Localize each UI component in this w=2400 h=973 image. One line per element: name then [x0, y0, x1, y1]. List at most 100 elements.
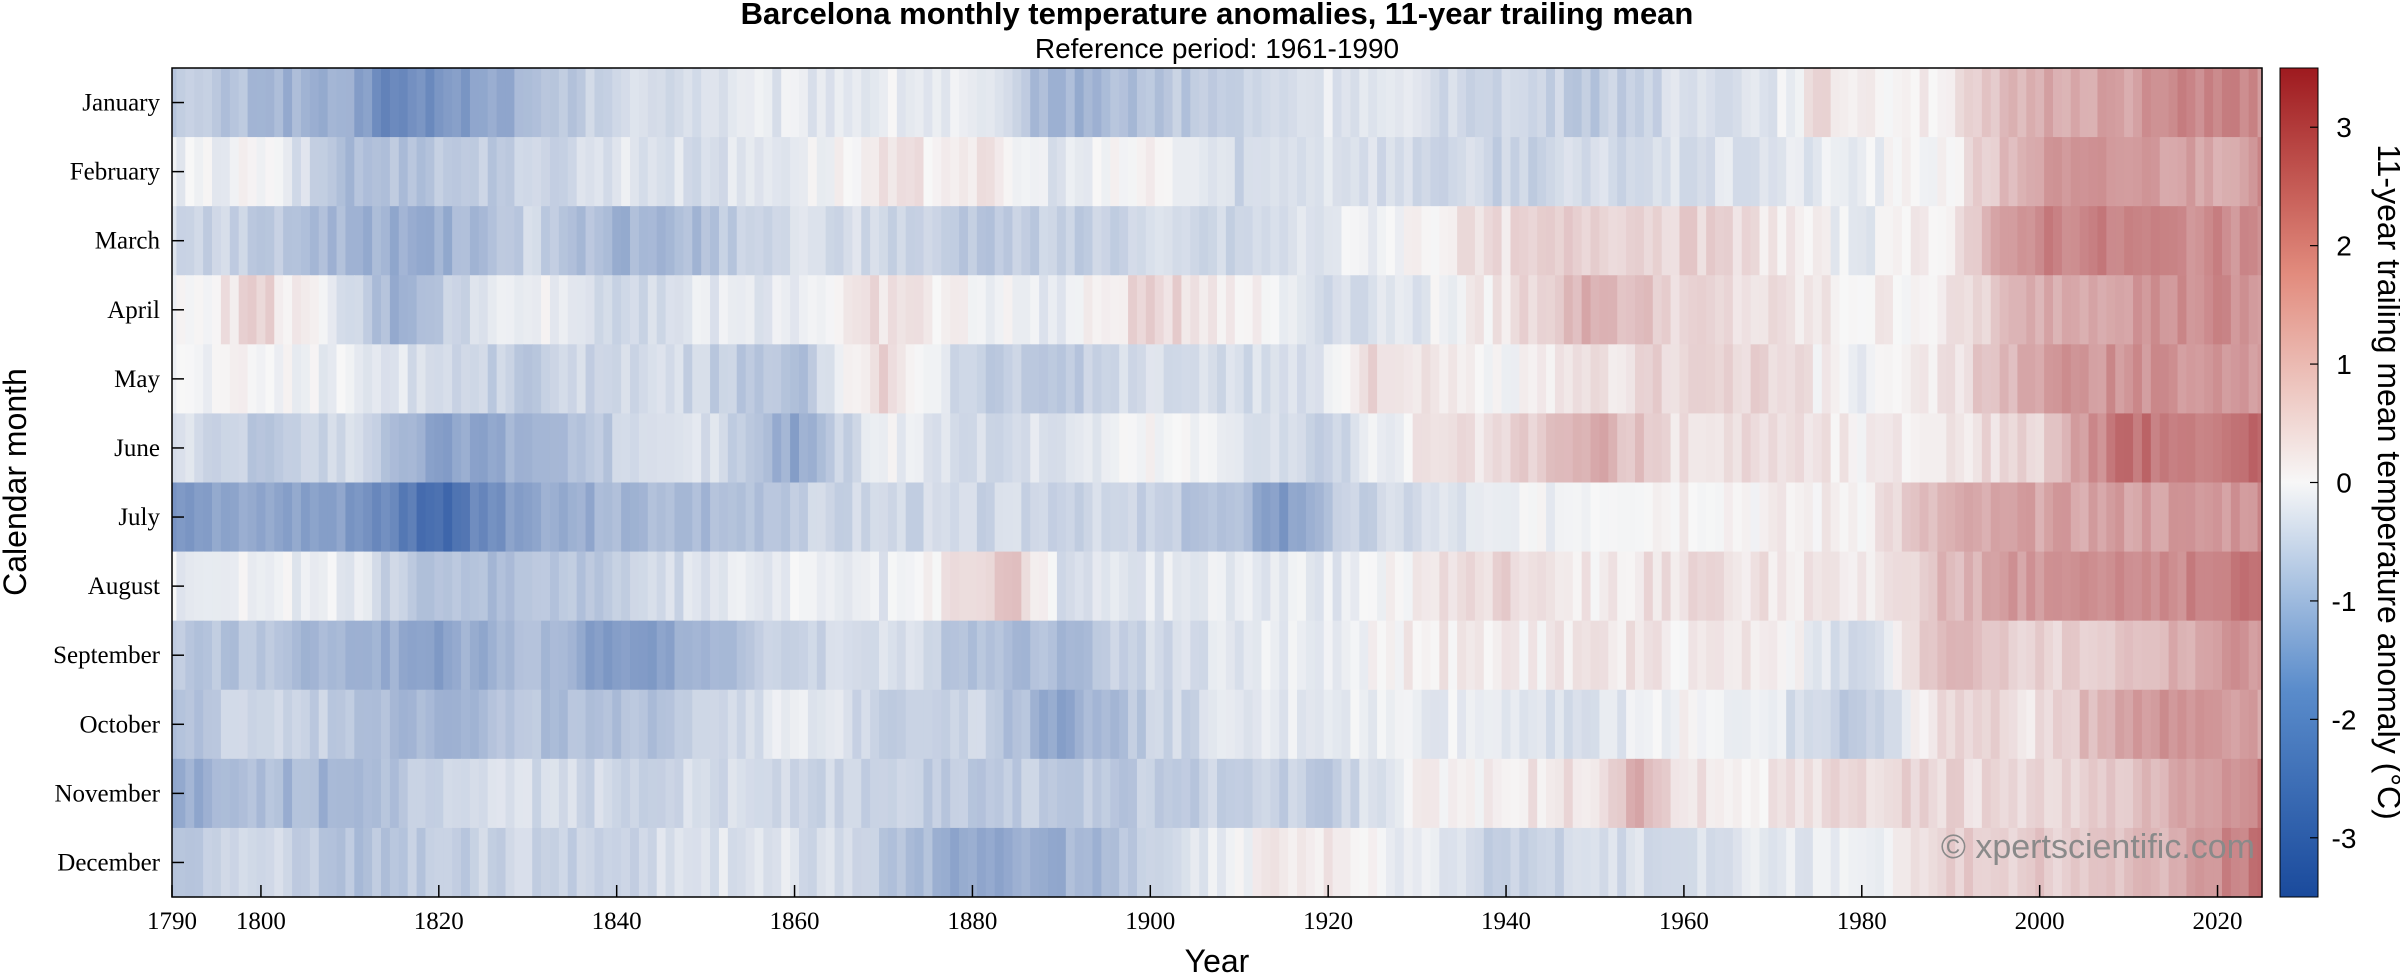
heatmap-cell [514, 620, 524, 691]
heatmap-cell [1065, 344, 1076, 415]
heatmap-cell [1154, 551, 1165, 622]
heatmap-cell [736, 137, 747, 207]
heatmap-cell [852, 827, 862, 898]
heatmap-cell [1421, 137, 1432, 207]
heatmap-cell [612, 620, 622, 691]
heatmap-cell [1128, 827, 1138, 898]
heatmap-cell [2008, 551, 2019, 622]
heatmap-cell [1848, 482, 1858, 553]
heatmap-cell [1341, 551, 1352, 622]
colorbar-tick-label: -1 [2332, 586, 2357, 617]
heatmap-cell [2115, 206, 2125, 276]
heatmap-cell [594, 482, 604, 553]
heatmap-cell [345, 344, 355, 415]
heatmap-cell [1439, 689, 1449, 760]
heatmap-cell [372, 689, 382, 760]
heatmap-cell [1074, 482, 1085, 553]
heatmap-cell [2150, 137, 2161, 207]
heatmap-cell [674, 206, 684, 276]
heatmap-cell [1990, 827, 2001, 898]
heatmap-cell [843, 206, 853, 276]
heatmap-cell [452, 344, 462, 415]
heatmap-cell [1323, 758, 1334, 829]
heatmap-cell [1777, 827, 1787, 898]
heatmap-cell [1848, 137, 1858, 207]
heatmap-cell [1083, 689, 1094, 760]
heatmap-cell [229, 275, 240, 345]
heatmap-cell [1910, 413, 1921, 484]
heatmap-cell [1039, 758, 1049, 829]
heatmap-cell [2177, 758, 2188, 829]
heatmap-cell [710, 137, 720, 207]
heatmap-cell [1439, 620, 1449, 691]
heatmap-cell [1688, 620, 1698, 691]
heatmap-cell [1136, 137, 1147, 207]
heatmap-cell [594, 206, 604, 276]
heatmap-cell [1857, 758, 1867, 829]
heatmap-cell [1466, 620, 1476, 691]
heatmap-cell [1003, 758, 1014, 829]
heatmap-cell [1341, 206, 1352, 276]
heatmap-cell [1643, 620, 1654, 691]
heatmap-cell [976, 827, 987, 898]
heatmap-cell [1492, 482, 1503, 553]
heatmap-cell [1305, 758, 1316, 829]
heatmap-cell [905, 689, 916, 760]
heatmap-cell [879, 620, 889, 691]
heatmap-cell [727, 482, 738, 553]
heatmap-cell [1119, 689, 1129, 760]
heatmap-cell [1448, 620, 1458, 691]
heatmap-cell [1999, 137, 2010, 207]
heatmap-cell [656, 758, 667, 829]
heatmap-cell [283, 758, 293, 829]
heatmap-cell [1723, 413, 1734, 484]
heatmap-cell [727, 137, 738, 207]
heatmap-cell [941, 344, 951, 415]
heatmap-cell [985, 620, 996, 691]
heatmap-cell [1145, 68, 1156, 138]
heatmap-cell [2239, 68, 2250, 138]
heatmap-cell [300, 827, 311, 898]
heatmap-cell [1225, 68, 1236, 138]
heatmap-cell [1217, 344, 1227, 415]
heatmap-cell [1679, 827, 1689, 898]
heatmap-cell [363, 275, 373, 345]
heatmap-cell [1643, 689, 1654, 760]
heatmap-cell [2008, 758, 2019, 829]
heatmap-cell [1199, 137, 1209, 207]
heatmap-cell [1074, 344, 1085, 415]
heatmap-cell [1145, 413, 1156, 484]
heatmap-cell [1252, 827, 1263, 898]
heatmap-cell [2230, 275, 2241, 345]
heatmap-cell [558, 413, 569, 484]
heatmap-cell [1501, 689, 1512, 760]
heatmap-cell [2133, 275, 2143, 345]
heatmap-cell [1937, 206, 1947, 276]
heatmap-cell [727, 689, 738, 760]
heatmap-cell [1830, 827, 1841, 898]
heatmap-cell [1145, 137, 1156, 207]
heatmap-cell [2115, 413, 2125, 484]
heatmap-cell [852, 137, 862, 207]
heatmap-cell [1403, 482, 1414, 553]
heatmap-cell [1599, 482, 1609, 553]
heatmap-cell [1439, 551, 1449, 622]
heatmap-cell [229, 551, 240, 622]
heatmap-cell [1466, 206, 1476, 276]
heatmap-cell [1003, 482, 1014, 553]
heatmap-cell [1759, 827, 1770, 898]
heatmap-cell [718, 413, 729, 484]
heatmap-cell [1528, 344, 1538, 415]
heatmap-cell [1012, 620, 1022, 691]
heatmap-cell [1261, 551, 1271, 622]
heatmap-cell [1377, 689, 1387, 760]
heatmap-cell [283, 68, 293, 138]
heatmap-cell [220, 551, 231, 622]
heatmap-cell [1457, 827, 1467, 898]
heatmap-cell [843, 137, 853, 207]
heatmap-cell [238, 344, 249, 415]
heatmap-cell [1208, 758, 1218, 829]
heatmap-cell [879, 206, 889, 276]
heatmap-cell [1581, 620, 1592, 691]
heatmap-cell [1145, 758, 1156, 829]
